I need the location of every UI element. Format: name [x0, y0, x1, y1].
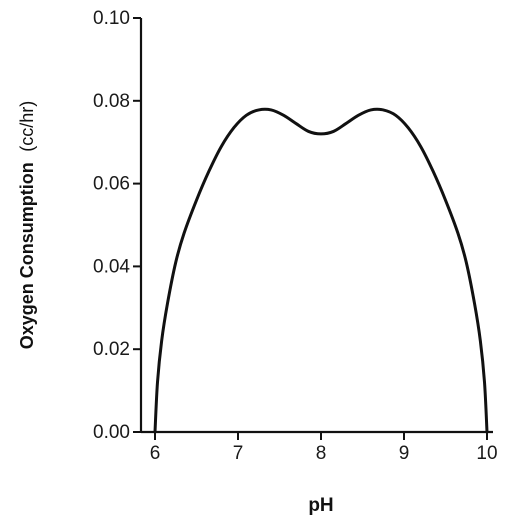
series-line: [153, 107, 489, 434]
x-tick-label: 9: [399, 443, 410, 464]
x-tick-label: 10: [476, 443, 497, 464]
y-tick-label: 0.10: [93, 8, 130, 29]
y-axis-title: Oxygen Consumption (cc/hr): [17, 101, 37, 349]
x-tick-label: 8: [316, 443, 327, 464]
y-tick-label: 0.04: [93, 256, 130, 277]
y-axis-title-unit: (cc/hr): [17, 101, 37, 152]
y-tick-label: 0.08: [93, 91, 130, 112]
y-tick-label: 0.06: [93, 174, 130, 195]
x-tick-label: 7: [233, 443, 244, 464]
x-axis-title: pH: [308, 495, 333, 516]
plot-area: [153, 107, 489, 434]
axes: 0.00 0.02 0.04 0.06 0.08 0.10 6 7 8 9 10: [93, 8, 498, 464]
y-axis-title-main: Oxygen Consumption: [17, 162, 37, 349]
y-tick-label: 0.02: [93, 339, 130, 360]
y-tick-label: 0.00: [93, 422, 130, 443]
x-tick-label: 6: [150, 443, 161, 464]
